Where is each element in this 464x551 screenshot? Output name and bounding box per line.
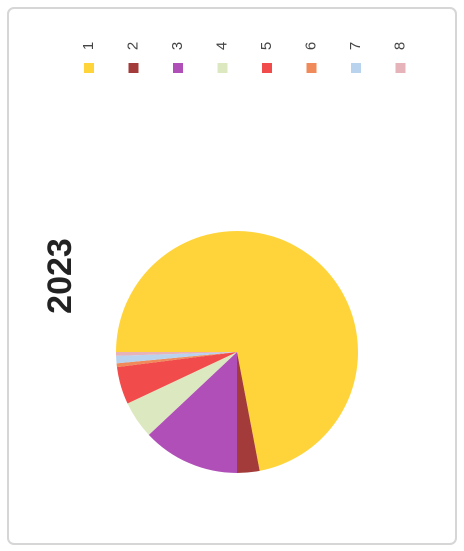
legend-label: 1 <box>80 42 97 50</box>
legend-swatch <box>351 63 361 73</box>
legend-label: 4 <box>213 42 230 50</box>
legend-label: 5 <box>258 42 275 50</box>
pie-slice <box>148 352 237 473</box>
legend-label: 7 <box>347 42 364 50</box>
pie-slice <box>116 352 237 404</box>
legend-label: 3 <box>169 42 186 50</box>
pie-slice <box>116 352 237 364</box>
pie-slice <box>116 230 358 471</box>
chart-title: 2023 <box>41 238 79 314</box>
legend-swatch <box>217 63 228 73</box>
legend-swatch <box>395 63 406 73</box>
legend-swatch <box>84 63 94 73</box>
pie-slice <box>116 352 237 356</box>
legend-swatch <box>173 63 183 73</box>
pie-slice <box>237 352 260 473</box>
legend-swatch <box>306 63 317 73</box>
pie-slice <box>127 352 237 435</box>
pie-slice <box>116 352 237 368</box>
legend-label: 8 <box>391 42 408 50</box>
legend-label: 6 <box>302 42 319 50</box>
legend-swatch <box>262 63 272 73</box>
legend-swatch <box>128 63 139 73</box>
legend-label: 2 <box>124 42 141 50</box>
